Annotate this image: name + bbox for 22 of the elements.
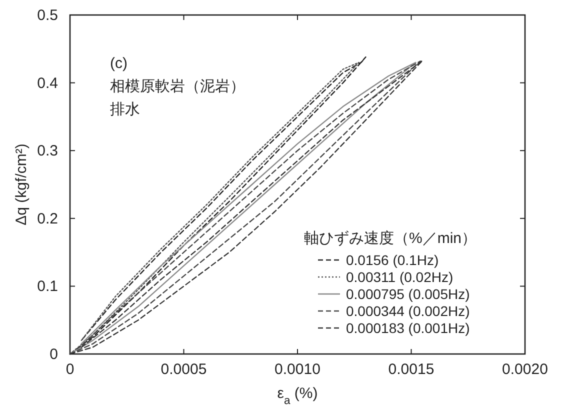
annotation: (c) bbox=[110, 55, 128, 72]
x-tick-label: 0.0005 bbox=[160, 361, 207, 378]
y-tick-label: 0.1 bbox=[37, 278, 58, 296]
x-tick-label: 0.0020 bbox=[502, 361, 548, 378]
x-axis-title: ε$_{a}$ (%) bbox=[277, 385, 318, 405]
y-tick-label: 0.2 bbox=[37, 210, 58, 228]
legend-label: 0.00311 (0.02Hz) bbox=[346, 269, 454, 285]
x-tick-label: 0.0010 bbox=[274, 361, 320, 378]
legend-label: 0.0156 (0.1Hz) bbox=[346, 252, 439, 268]
legend-title: 軸ひずみ速度（%／min） bbox=[304, 230, 477, 247]
annotation: 相模原軟岩（泥岩） bbox=[110, 78, 245, 95]
legend-label: 0.000795 (0.005Hz) bbox=[346, 286, 470, 302]
y-tick-label: 0.3 bbox=[37, 142, 58, 160]
annotation: 排水 bbox=[110, 101, 140, 118]
y-tick-label: 0 bbox=[50, 346, 58, 363]
x-tick-label: 0 bbox=[66, 361, 74, 378]
x-tick-label: 0.0015 bbox=[388, 361, 434, 378]
legend-label: 0.000183 (0.001Hz) bbox=[346, 320, 470, 336]
y-tick-label: 0.4 bbox=[37, 74, 58, 92]
y-axis-title: Δq (kgf/cm²) bbox=[13, 144, 30, 226]
legend-label: 0.000344 (0.002Hz) bbox=[346, 303, 470, 319]
y-tick-label: 0.5 bbox=[37, 7, 58, 24]
